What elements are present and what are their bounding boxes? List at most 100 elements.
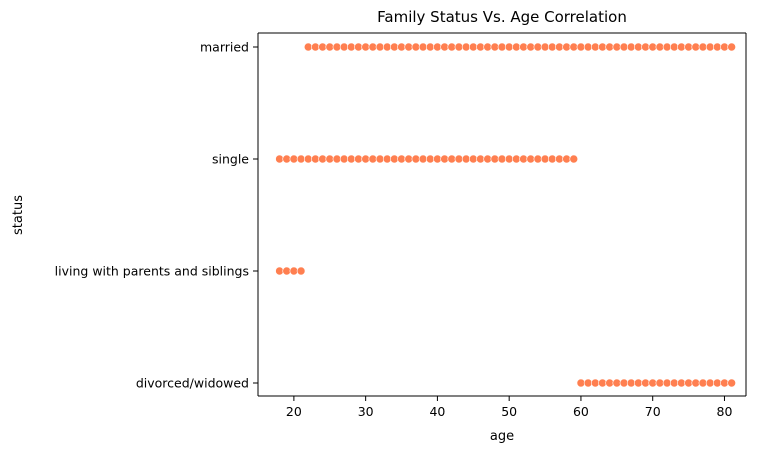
data-point — [418, 154, 428, 164]
data-point — [598, 378, 607, 388]
x-tick-label: 20 — [286, 404, 302, 419]
data-point — [332, 154, 342, 164]
x-axis-label: age — [490, 429, 514, 444]
data-point — [325, 42, 335, 52]
data-point — [626, 378, 636, 388]
data-point — [712, 42, 722, 52]
data-point — [318, 42, 327, 52]
data-point — [318, 154, 327, 164]
data-point — [454, 154, 464, 164]
data-point — [698, 378, 708, 388]
data-point — [468, 42, 478, 52]
data-point — [655, 42, 665, 52]
data-point — [705, 378, 715, 388]
data-point — [275, 266, 284, 276]
data-point — [547, 42, 557, 52]
data-point — [634, 42, 643, 52]
data-point — [583, 42, 593, 52]
x-tick-label: 80 — [717, 404, 733, 419]
data-point — [526, 154, 536, 164]
data-point — [440, 42, 449, 52]
data-point — [468, 154, 478, 164]
data-point — [648, 42, 658, 52]
data-point — [282, 266, 292, 276]
data-point — [289, 154, 299, 164]
data-point — [332, 42, 342, 52]
data-point — [454, 42, 464, 52]
data-point — [447, 154, 457, 164]
data-point — [303, 42, 313, 52]
data-point — [397, 154, 406, 164]
data-point — [368, 42, 378, 52]
data-point — [641, 378, 650, 388]
data-point — [641, 42, 650, 52]
data-point — [296, 266, 306, 276]
data-point — [411, 42, 421, 52]
data-point — [497, 42, 507, 52]
data-point — [605, 378, 614, 388]
data-point — [720, 378, 729, 388]
data-point — [612, 42, 622, 52]
data-point — [339, 42, 349, 52]
data-point — [504, 42, 514, 52]
y-axis-label: status — [11, 195, 26, 235]
data-point — [289, 266, 299, 276]
data-point — [698, 42, 708, 52]
data-point — [727, 378, 736, 388]
data-point — [677, 42, 686, 52]
data-point — [684, 378, 693, 388]
data-point — [677, 378, 686, 388]
data-point — [411, 154, 421, 164]
data-point — [598, 42, 607, 52]
data-point — [461, 42, 471, 52]
data-point — [375, 154, 385, 164]
data-point — [404, 42, 414, 52]
data-point — [382, 154, 392, 164]
data-point — [447, 42, 457, 52]
data-point — [590, 42, 600, 52]
x-axis-ticks: 20 30 40 50 60 70 80 — [286, 396, 733, 419]
data-point — [626, 42, 636, 52]
data-point — [361, 42, 370, 52]
data-point — [361, 154, 370, 164]
x-tick-label: 50 — [501, 404, 517, 419]
data-point — [303, 154, 313, 164]
data-point — [339, 154, 349, 164]
data-point — [712, 378, 722, 388]
data-point — [562, 154, 571, 164]
data-point — [576, 42, 586, 52]
data-point — [368, 154, 378, 164]
data-point — [390, 154, 399, 164]
data-point — [540, 42, 550, 52]
data-point — [619, 42, 629, 52]
data-point — [490, 42, 500, 52]
data-point — [547, 154, 557, 164]
x-tick-label: 70 — [645, 404, 661, 419]
data-point — [512, 154, 521, 164]
data-point — [590, 378, 600, 388]
data-point — [540, 154, 550, 164]
data-point — [562, 42, 571, 52]
data-point — [483, 154, 492, 164]
data-point — [311, 154, 320, 164]
data-point — [433, 42, 442, 52]
data-point — [440, 154, 449, 164]
data-point — [382, 42, 392, 52]
data-point — [569, 42, 579, 52]
data-point — [526, 42, 536, 52]
data-point — [483, 42, 492, 52]
data-point — [397, 42, 406, 52]
data-point — [691, 378, 701, 388]
points-layer — [275, 42, 736, 388]
x-tick-label: 30 — [358, 404, 374, 419]
y-tick-label: divorced/widowed — [136, 376, 249, 391]
data-point — [519, 154, 528, 164]
y-axis-ticks: married single living with parents and sib… — [55, 40, 258, 391]
data-point — [555, 154, 564, 164]
data-point — [533, 42, 543, 52]
data-point — [504, 154, 514, 164]
data-point — [619, 378, 629, 388]
data-point — [346, 42, 356, 52]
